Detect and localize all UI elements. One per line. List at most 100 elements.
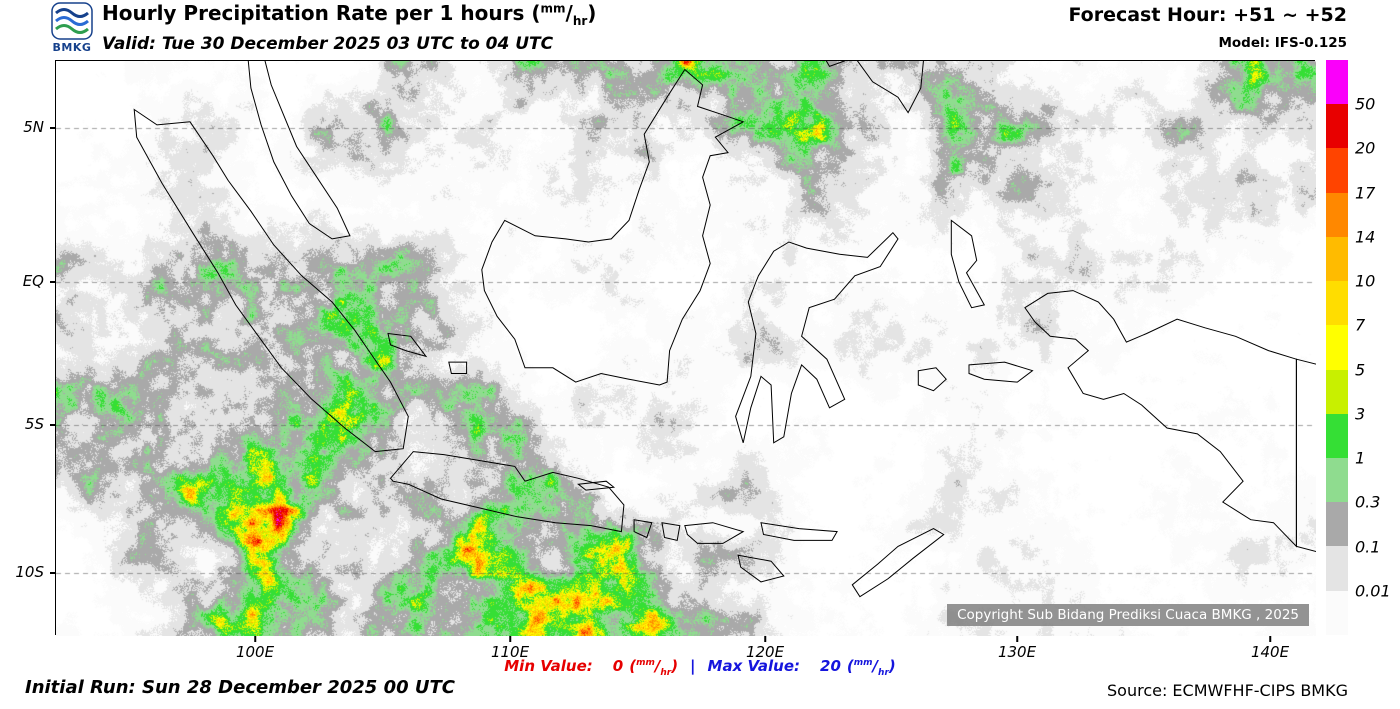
coastline <box>851 528 945 598</box>
legend-band <box>1326 236 1348 282</box>
forecast-block: Forecast Hour: +51 ~ +52 Model: IFS-0.12… <box>1068 4 1347 51</box>
lon-axis-label: 130E <box>997 643 1037 661</box>
lon-axis-tick <box>254 636 256 642</box>
legend-tick-label: 0.1 <box>1355 537 1381 557</box>
legend-tick-label: 5 <box>1355 360 1366 380</box>
legend-tick-label: 14 <box>1355 227 1376 247</box>
coastline <box>661 522 681 542</box>
lon-axis-label: 110E <box>490 643 530 661</box>
legend-band <box>1326 104 1348 149</box>
min-value: 0 <box>612 657 624 675</box>
max-value-label: Max Value: <box>707 657 801 675</box>
coastline-overlay <box>133 61 1316 598</box>
legend-tick-label: 20 <box>1355 138 1376 158</box>
coastline <box>1024 290 1297 548</box>
coastline <box>968 361 1034 383</box>
lat-axis-tick <box>50 572 55 574</box>
lon-axis-tick <box>764 636 766 642</box>
max-value-unit: (mm/hr) <box>846 657 896 678</box>
data-source: Source: ECMWFHF-CIPS BMKG <box>1107 681 1348 700</box>
lat-axis-label: 5N <box>23 118 44 136</box>
coastline <box>950 219 986 309</box>
lon-axis-tick <box>509 636 511 642</box>
coastline <box>389 451 625 533</box>
legend-tick-label: 3 <box>1355 404 1366 424</box>
precipitation-map: Copyright Sub Bidang Prediksi Cuaca BMKG… <box>55 60 1316 636</box>
legend-tick-label: 0.01 <box>1355 581 1391 601</box>
min-value-label: Min Value: <box>504 657 593 675</box>
unit-numerator: mm <box>636 658 655 668</box>
unit-open: ( <box>531 1 541 25</box>
coastline <box>247 61 351 240</box>
coastline <box>735 231 899 444</box>
title-block: Hourly Precipitation Rate per 1 hours (m… <box>102 1 596 54</box>
precip-field-canvas <box>56 61 1316 636</box>
model-name: Model: IFS-0.125 <box>1218 35 1347 51</box>
title-text: Hourly Precipitation Rate per 1 hours <box>102 1 532 25</box>
coastline <box>917 367 947 392</box>
legend-band <box>1326 60 1348 105</box>
unit-open: ( <box>846 657 854 675</box>
minmax-line: Min Value: 0 (mm/hr) | Max Value: 20 (mm/hr) <box>0 657 1400 678</box>
coastline <box>448 361 468 374</box>
legend-band <box>1326 325 1348 370</box>
bmkg-logo: BMKG <box>46 2 98 58</box>
unit-numerator: mm <box>540 1 566 16</box>
legend-band <box>1326 590 1348 635</box>
unit-slash: / <box>565 1 573 25</box>
coastline <box>737 554 785 583</box>
lon-axis-tick <box>1269 636 1271 642</box>
coastline <box>633 519 653 539</box>
legend-tick-label: 10 <box>1355 271 1376 291</box>
legend-tick-label: 17 <box>1355 183 1376 203</box>
lon-axis-label: 120E <box>745 643 785 661</box>
legend-band <box>1326 502 1348 547</box>
minmax-separator: | <box>690 657 696 675</box>
legend-colorbar <box>1326 60 1348 635</box>
unit-close: ) <box>587 1 597 25</box>
lon-axis-label: 140E <box>1250 643 1290 661</box>
legend-band <box>1326 457 1348 503</box>
coastline <box>684 522 745 544</box>
coastline <box>1295 358 1316 552</box>
coastline <box>577 480 616 491</box>
lon-axis-tick <box>1016 636 1018 642</box>
legend-tick-labels: 50 20 17 14 10 7 5 3 1 0.3 0.1 0.01 <box>1355 60 1399 635</box>
legend-tick-label: 0.3 <box>1355 492 1381 512</box>
coastline <box>825 61 924 114</box>
unit-denominator: hr <box>878 668 889 678</box>
lat-axis-label: 5S <box>24 415 44 433</box>
coastline <box>481 68 745 386</box>
legend-tick-label: 1 <box>1355 448 1366 468</box>
bmkg-logo-text: BMKG <box>52 41 92 54</box>
legend-tick-label: 7 <box>1355 315 1366 335</box>
unit-close: ) <box>671 657 679 675</box>
coastline <box>760 522 838 541</box>
coastline <box>387 332 428 358</box>
lat-axis-tick <box>50 281 55 283</box>
lat-axis-label: EQ <box>22 272 44 290</box>
valid-time-range: Valid: Tue 30 December 2025 03 UTC to 04… <box>102 34 554 54</box>
unit-close: ) <box>888 657 896 675</box>
unit-slash: / <box>654 657 661 675</box>
lon-axis-label: 100E <box>235 643 275 661</box>
unit-slash: / <box>872 657 879 675</box>
legend-tick-label: 50 <box>1355 94 1376 114</box>
legend-band <box>1326 369 1348 414</box>
copyright-watermark: Copyright Sub Bidang Prediksi Cuaca BMKG… <box>947 604 1309 626</box>
max-value: 20 <box>820 657 841 675</box>
lat-axis-tick <box>50 127 55 129</box>
initial-run: Initial Run: Sun 28 December 2025 00 UTC <box>25 677 455 698</box>
legend-band <box>1326 546 1348 591</box>
min-value-unit: (mm/hr) <box>629 657 679 678</box>
page-title: Hourly Precipitation Rate per 1 hours (m… <box>102 1 596 28</box>
unit-denominator: hr <box>660 668 672 678</box>
legend-band <box>1326 192 1348 237</box>
unit-numerator: mm <box>853 658 873 668</box>
lat-axis: 5N EQ 5S 10S <box>0 60 55 635</box>
lon-axis: 100E 110E 120E 130E 140E <box>55 636 1315 662</box>
legend-band <box>1326 413 1348 458</box>
lat-axis-label: 10S <box>15 563 44 581</box>
lat-axis-tick <box>50 424 55 426</box>
